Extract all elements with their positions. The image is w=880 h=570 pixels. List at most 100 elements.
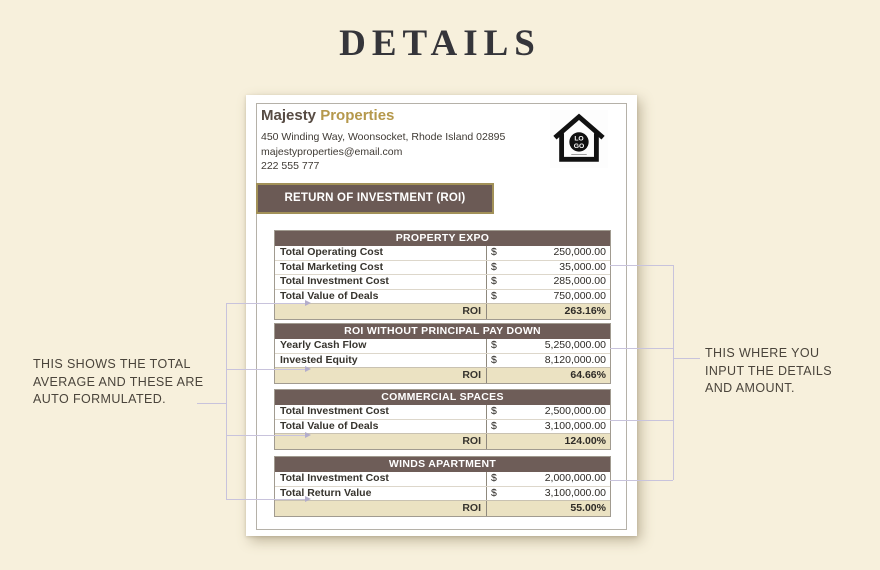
row-amount: 3,100,000.00 [544, 486, 606, 499]
callout-arrow-roi2 [305, 366, 311, 372]
callout-line-left-roi1 [226, 303, 306, 304]
table-row: Total Investment Cost $2,500,000.00 [275, 405, 610, 419]
document-preview: Majesty Properties 450 Winding Way, Woon… [246, 95, 637, 536]
currency-symbol: $ [491, 260, 497, 273]
row-amount-cell[interactable]: $750,000.00 [486, 289, 610, 303]
row-amount-cell[interactable]: $3,100,000.00 [486, 419, 610, 433]
table-row: Total Value of Deals $750,000.00 [275, 288, 610, 303]
table-property-expo: PROPERTY EXPO Total Operating Cost $250,00… [274, 230, 611, 320]
currency-symbol: $ [491, 289, 497, 302]
currency-symbol: $ [491, 486, 497, 499]
table-row: Total Return Value $3,100,000.00 [275, 485, 610, 500]
roi-result-row: ROI 64.66% [275, 367, 610, 383]
row-amount: 285,000.00 [553, 275, 606, 287]
table-title: ROI WITHOUT PRINCIPAL PAY DOWN [275, 324, 610, 339]
company-address: 450 Winding Way, Woonsocket, Rhode Islan… [261, 131, 506, 143]
table-row: Invested Equity $8,120,000.00 [275, 352, 610, 367]
company-name-primary: Majesty [261, 107, 317, 124]
company-phone: 222 555 777 [261, 160, 320, 172]
callout-line-right-row4 [610, 480, 673, 481]
table-row: Total Marketing Cost $35,000.00 [275, 259, 610, 274]
row-label: Yearly Cash Flow [280, 339, 367, 351]
roi-value: 55.00% [486, 501, 610, 516]
roi-value: 263.16% [486, 304, 610, 319]
table-roi-without-principal-pay-down: ROI WITHOUT PRINCIPAL PAY DOWN Yearly Cas… [274, 323, 611, 384]
table-row: Yearly Cash Flow $5,250,000.00 [275, 339, 610, 353]
svg-text:LO: LO [574, 135, 583, 142]
callout-arrow-roi1 [305, 300, 311, 306]
page-title: DETAILS [339, 23, 541, 64]
currency-symbol: $ [491, 275, 497, 287]
callout-line-left-vertical [226, 303, 227, 500]
row-amount-cell[interactable]: $3,100,000.00 [486, 486, 610, 500]
table-row: Total Investment Cost $285,000.00 [275, 274, 610, 289]
row-amount-cell[interactable]: $5,250,000.00 [486, 339, 610, 353]
table-title: WINDS APARTMENT [275, 457, 610, 472]
row-amount: 2,000,000.00 [544, 472, 606, 484]
callout-arrow-roi4 [305, 496, 311, 502]
row-label: Total Value of Deals [280, 419, 379, 432]
row-label: Total Investment Cost [280, 405, 389, 417]
table-row: Total Value of Deals $3,100,000.00 [275, 418, 610, 433]
roi-banner: RETURN OF INVESTMENT (ROI) [256, 183, 494, 214]
callout-line-left-roi2 [226, 369, 306, 370]
callout-line-right-vertical [673, 265, 674, 480]
currency-symbol: $ [491, 405, 497, 417]
table-commercial-spaces: COMMERCIAL SPACES Total Investment Cost $2… [274, 389, 611, 450]
roi-result-row: ROI 124.00% [275, 433, 610, 449]
row-amount: 2,500,000.00 [544, 405, 606, 417]
roi-result-row: ROI 55.00% [275, 500, 610, 516]
callout-line-left-roi4 [226, 499, 306, 500]
annotation-right: THIS WHERE YOU INPUT THE DETAILS AND AMO… [705, 346, 832, 395]
row-amount-cell[interactable]: $2,000,000.00 [486, 472, 610, 486]
roi-value: 124.00% [486, 434, 610, 449]
row-amount: 250,000.00 [553, 246, 606, 258]
table-title: PROPERTY EXPO [275, 231, 610, 246]
callout-line-right-row3 [610, 420, 673, 421]
row-label: Total Value of Deals [280, 289, 379, 302]
roi-label: ROI [462, 502, 481, 514]
roi-result-row: ROI 263.16% [275, 303, 610, 319]
roi-label: ROI [462, 369, 481, 381]
row-label: Total Investment Cost [280, 472, 389, 484]
row-amount: 750,000.00 [553, 289, 606, 302]
company-logo: LO GO [550, 110, 608, 168]
currency-symbol: $ [491, 353, 497, 366]
row-amount: 35,000.00 [559, 260, 606, 273]
row-label: Invested Equity [280, 353, 358, 366]
currency-symbol: $ [491, 339, 497, 351]
table-row: Total Operating Cost $250,000.00 [275, 246, 610, 260]
row-amount-cell[interactable]: $250,000.00 [486, 246, 610, 260]
currency-symbol: $ [491, 419, 497, 432]
table-row: Total Investment Cost $2,000,000.00 [275, 472, 610, 486]
row-label: Total Return Value [280, 486, 372, 499]
callout-line-left-note [197, 403, 226, 404]
table-title: COMMERCIAL SPACES [275, 390, 610, 405]
company-name: Majesty Properties [261, 107, 505, 124]
row-amount: 3,100,000.00 [544, 419, 606, 432]
row-label: Total Investment Cost [280, 275, 389, 287]
row-amount: 5,250,000.00 [544, 339, 606, 351]
row-amount-cell[interactable]: $285,000.00 [486, 275, 610, 289]
callout-arrow-roi3 [305, 432, 311, 438]
row-label: Total Marketing Cost [280, 260, 384, 273]
annotation-left: THIS SHOWS THE TOTAL AVERAGE AND THESE A… [33, 357, 204, 406]
callout-line-right-row1 [610, 265, 673, 266]
roi-label: ROI [462, 435, 481, 447]
row-label: Total Operating Cost [280, 246, 384, 258]
roi-label: ROI [462, 305, 481, 317]
house-logo-icon: LO GO [553, 113, 605, 162]
currency-symbol: $ [491, 246, 497, 258]
callout-line-right-note [674, 358, 700, 359]
row-amount-cell[interactable]: $2,500,000.00 [486, 405, 610, 419]
row-amount: 8,120,000.00 [544, 353, 606, 366]
svg-text:GO: GO [574, 143, 585, 150]
row-amount-cell[interactable]: $8,120,000.00 [486, 353, 610, 367]
company-header: Majesty Properties 450 Winding Way, Woon… [261, 107, 505, 174]
company-email: majestyproperties@email.com [261, 145, 403, 158]
company-name-secondary: Properties [320, 107, 395, 124]
callout-line-right-row2 [610, 348, 673, 349]
table-winds-apartment: WINDS APARTMENT Total Investment Cost $2,0… [274, 456, 611, 517]
roi-value: 64.66% [486, 368, 610, 383]
row-amount-cell[interactable]: $35,000.00 [486, 260, 610, 274]
